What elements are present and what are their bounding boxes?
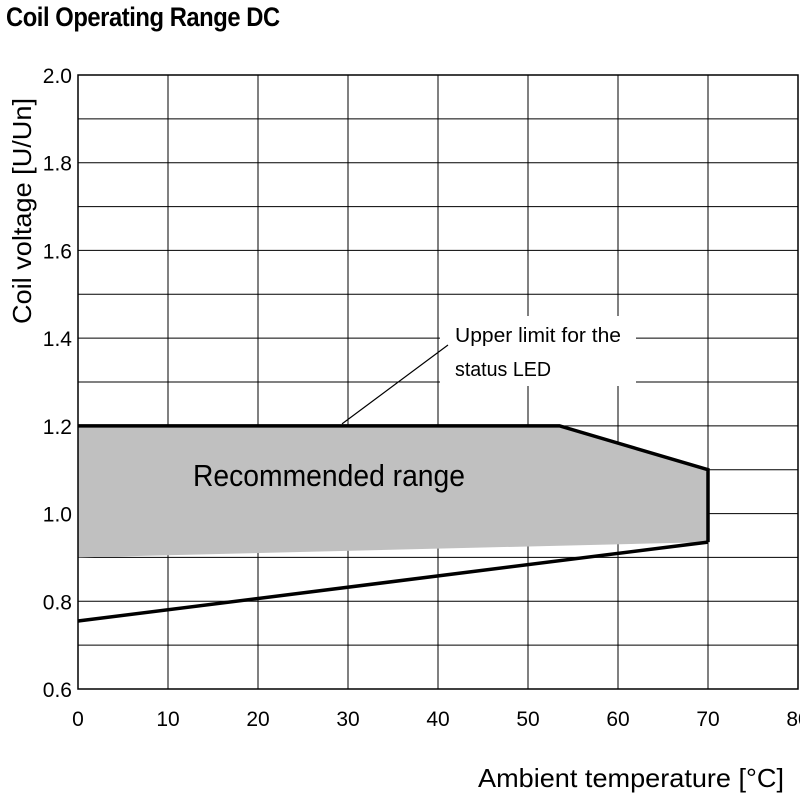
recommended-range-label: Recommended range [193, 458, 465, 493]
y-tick-label: 1.4 [43, 328, 73, 351]
y-tick-label: 1.2 [43, 416, 72, 439]
x-tick-label: 0 [72, 708, 84, 731]
y-tick-label: 0.8 [43, 591, 72, 614]
y-tick-label: 1.6 [43, 240, 72, 263]
y-tick-label: 1.8 [43, 153, 72, 176]
upper-limit-line [78, 424, 710, 543]
x-tick-label: 60 [606, 708, 629, 731]
recommended-range-area [78, 425, 708, 558]
x-axis-label: Ambient temperature [°C] [478, 763, 784, 793]
x-tick-labels: 0 10 20 30 40 50 60 70 80 [72, 708, 800, 731]
annotation-background [440, 316, 636, 386]
x-tick-label: 70 [696, 708, 719, 731]
x-tick-label: 80 [786, 708, 800, 731]
y-axis-label: Coil voltage [U/Un] [7, 98, 37, 324]
annotation-text-line-1: Upper limit for the [455, 325, 621, 347]
x-tick-label: 30 [336, 708, 359, 731]
grid [77, 74, 799, 690]
plot-frame [77, 74, 799, 690]
y-tick-label: 2.0 [43, 65, 72, 88]
x-tick-label: 20 [246, 708, 269, 731]
y-tick-labels: 0.6 0.8 1.0 1.2 1.4 1.6 1.8 2.0 [43, 65, 73, 702]
x-tick-label: 10 [156, 708, 179, 731]
lower-limit-line [77, 540, 709, 623]
annotation-text-line-2: status LED [455, 359, 551, 381]
x-tick-label: 50 [516, 708, 539, 731]
x-tick-label: 40 [426, 708, 449, 731]
chart-title: Coil Operating Range DC [6, 2, 280, 32]
y-tick-label: 0.6 [43, 679, 72, 702]
y-tick-label: 1.0 [43, 504, 72, 527]
annotation-leader-line [341, 344, 449, 425]
